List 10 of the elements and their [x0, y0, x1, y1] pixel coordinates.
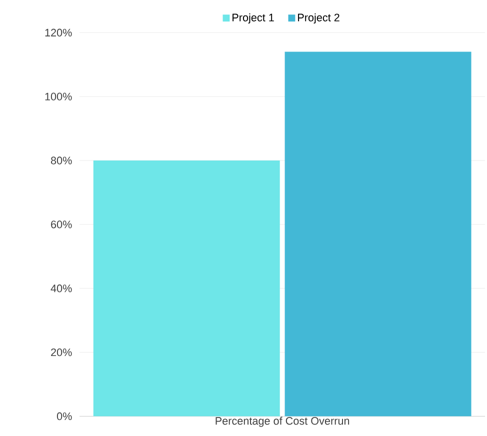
legend-label: Project 1 — [232, 13, 274, 24]
y-tick-label: 120% — [45, 28, 72, 36]
y-tick-label: 40% — [50, 284, 72, 292]
y-tick-label: 80% — [50, 156, 72, 164]
y-tick-label: 20% — [51, 348, 72, 356]
y-tick-label: 100% — [45, 92, 72, 100]
x-tick-label: Percentage of Cost Overrun — [216, 416, 350, 427]
y-tick-label: 60% — [51, 220, 72, 228]
legend-label: Project 2 — [298, 13, 340, 24]
y-tick-label: 0% — [56, 412, 72, 420]
